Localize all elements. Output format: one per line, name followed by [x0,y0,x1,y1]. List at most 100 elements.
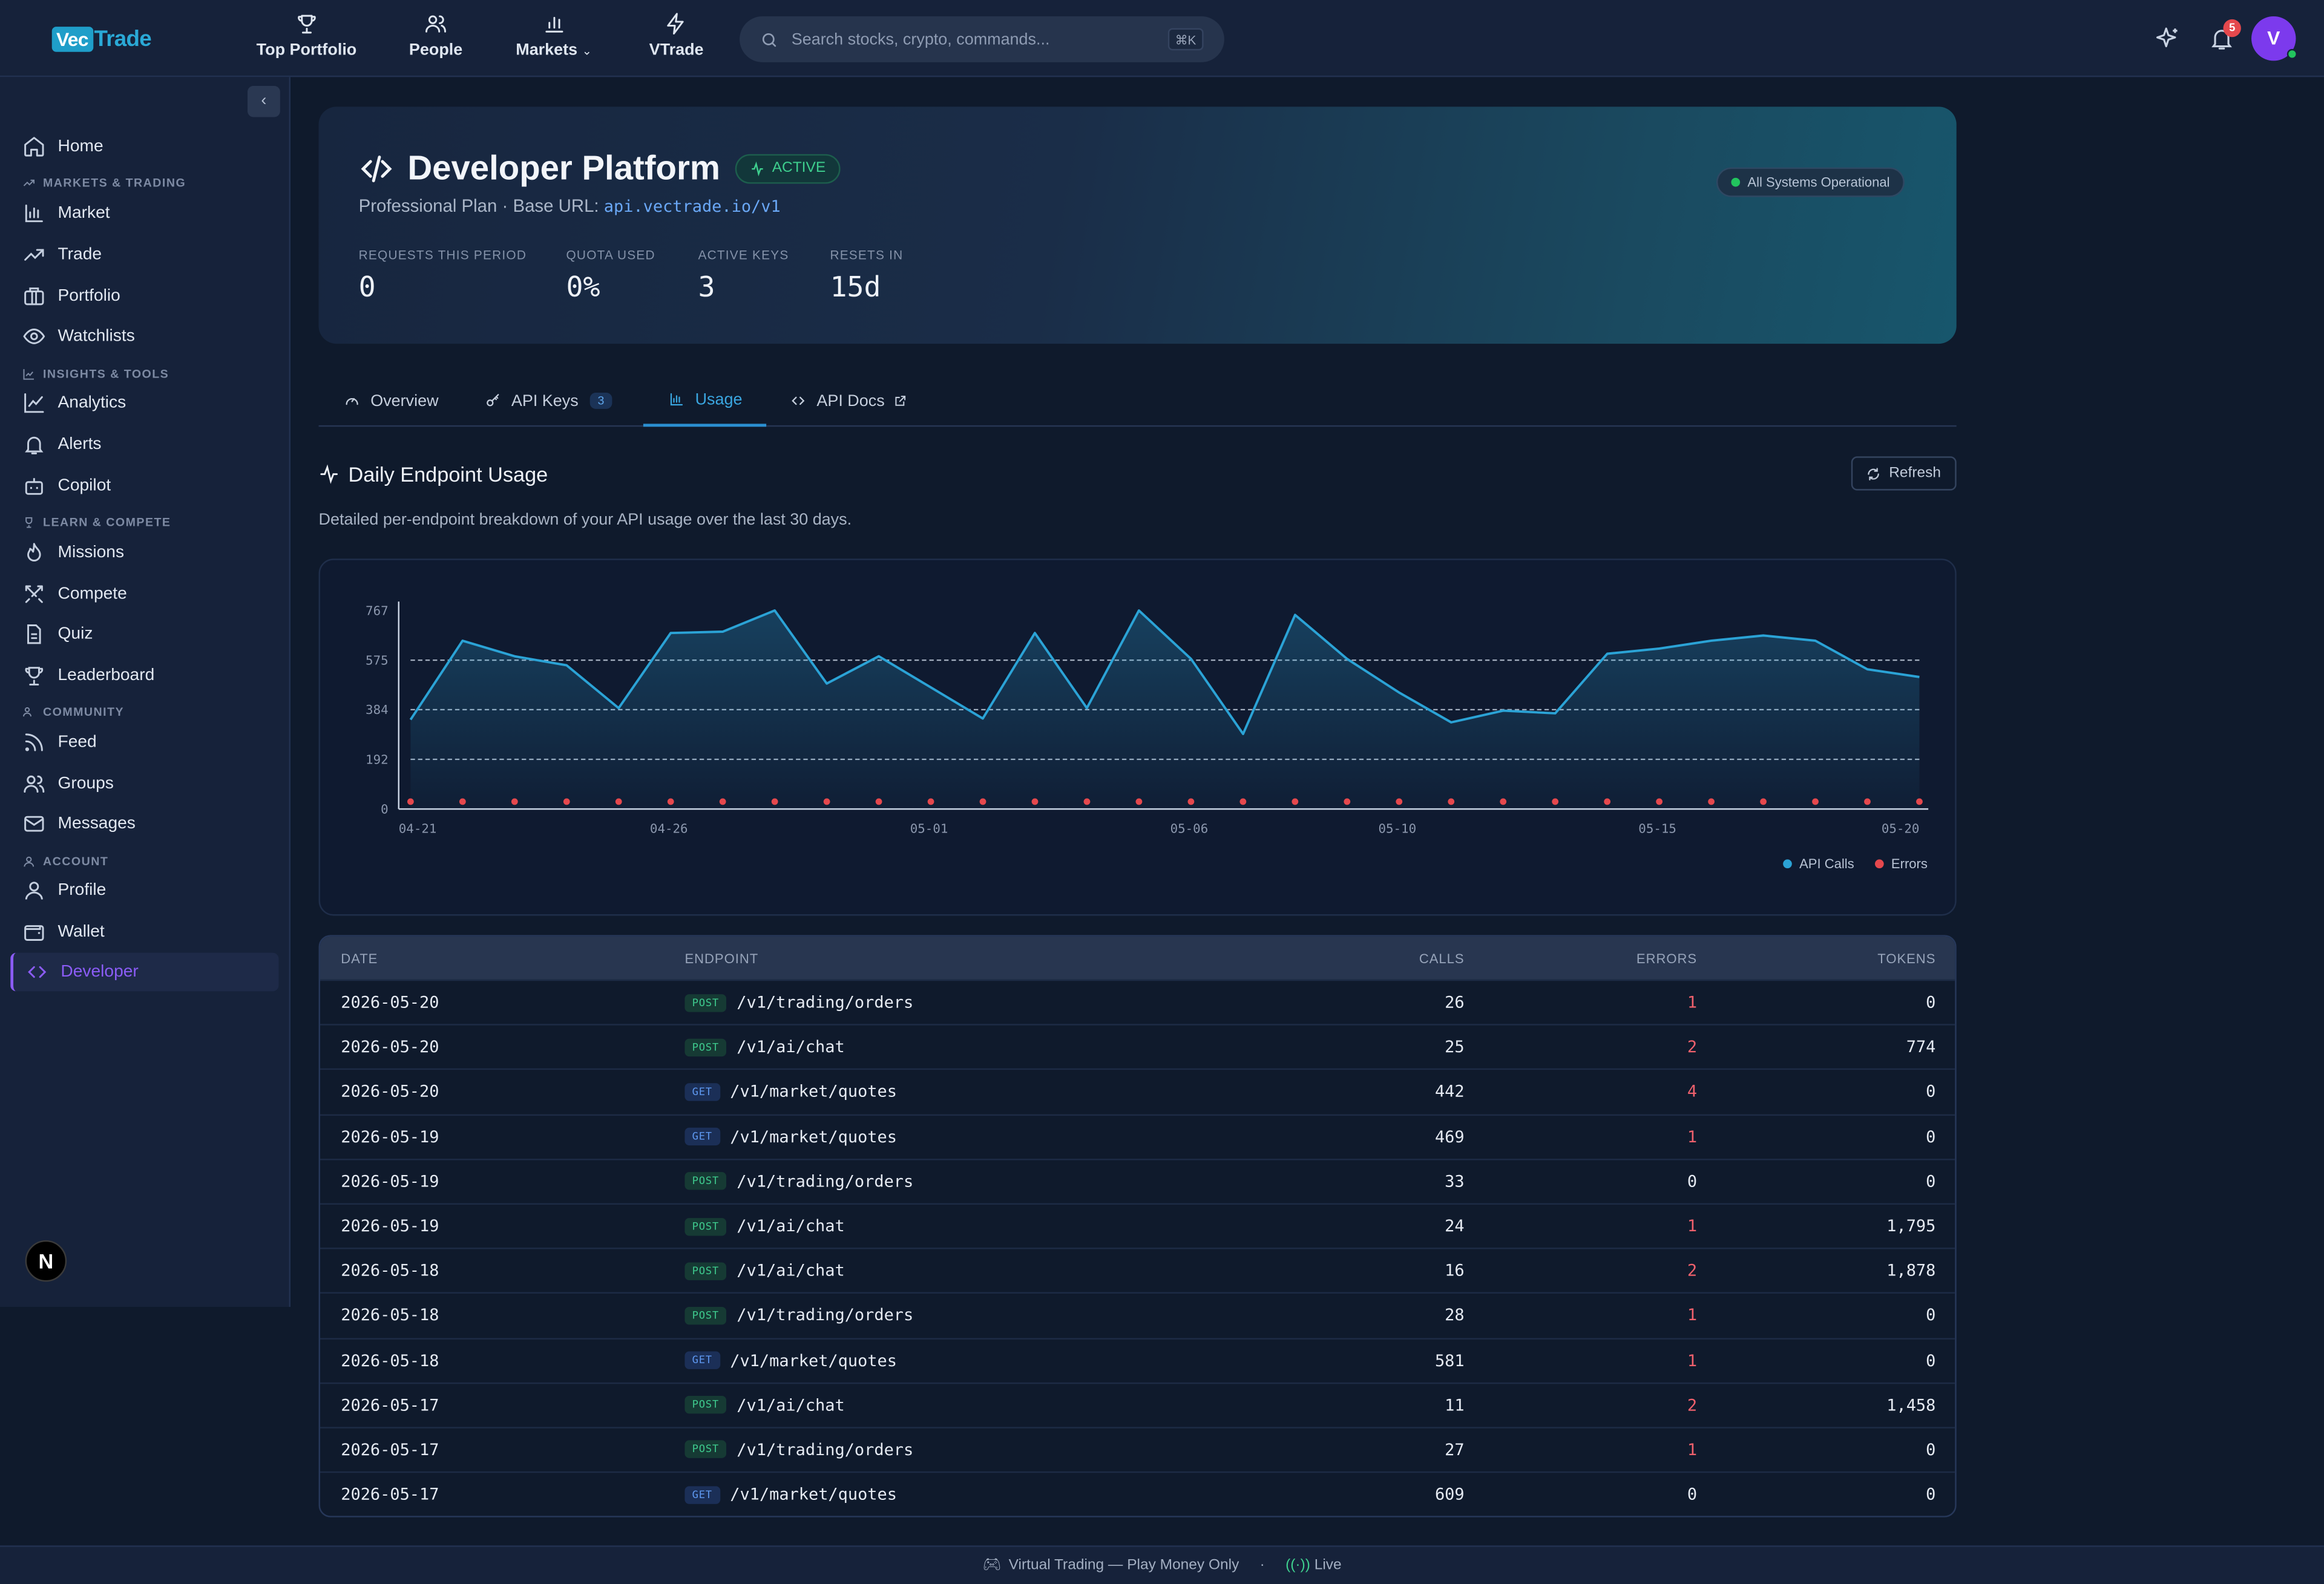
sidebar-item-portfolio[interactable]: Portfolio [10,277,278,316]
cell-endpoint: GET/v1/market/quotes [684,1339,897,1382]
sparkles-icon[interactable] [2155,25,2182,52]
topnav-people[interactable]: People [409,12,462,59]
cell-date: 2026-05-18 [341,1350,439,1370]
topnav-markets[interactable]: Markets ⌄ [516,12,592,59]
sidebar-item-analytics[interactable]: Analytics [10,384,278,422]
avatar-initial: V [2267,27,2280,49]
cell-endpoint: GET/v1/market/quotes [684,1115,897,1158]
sidebar-item-quiz[interactable]: Quiz [10,615,278,653]
base-url[interactable]: api.vectrade.io/v1 [603,197,781,217]
endpoint-path: /v1/market/quotes [730,1350,897,1370]
table-row[interactable]: 2026-05-18 GET/v1/market/quotes 581 1 0 [320,1337,1955,1382]
table-row[interactable]: 2026-05-20 GET/v1/market/quotes 442 4 0 [320,1069,1955,1114]
tab-api-docs[interactable]: API Docs [790,375,907,427]
swords-icon [25,585,43,603]
endpoint-path: /v1/trading/orders [737,993,914,1012]
table-row[interactable]: 2026-05-19 POST/v1/ai/chat 24 1 1,795 [320,1203,1955,1248]
table-row[interactable]: 2026-05-19 POST/v1/trading/orders 33 0 0 [320,1158,1955,1203]
section-label: COMMUNITY [43,705,125,719]
error-point [771,798,778,805]
sidebar-item-label: Copilot [57,477,111,495]
sidebar-item-wallet[interactable]: Wallet [10,913,278,952]
sidebar-item-groups[interactable]: Groups [10,765,278,803]
section-insights-tools: INSIGHTS & TOOLS [22,367,169,381]
refresh-icon [1868,467,1880,480]
cell-tokens: 0 [1926,1171,1936,1191]
footer-bar: 🎮︎ Virtual Trading — Play Money Only · (… [0,1545,2324,1584]
briefcase-icon [24,287,44,306]
sidebar-item-trade[interactable]: Trade [10,235,278,274]
lightning-icon [668,13,684,34]
table-row[interactable]: 2026-05-17 GET/v1/market/quotes 609 0 0 [320,1471,1955,1516]
error-point [407,798,414,805]
sidebar-item-missions[interactable]: Missions [10,534,278,572]
legend-label-errors: Errors [1891,856,1928,871]
logo[interactable]: Vec Trade [51,22,152,55]
table-row[interactable]: 2026-05-18 POST/v1/trading/orders 28 1 0 [320,1292,1955,1337]
endpoint-path: /v1/trading/orders [737,1440,914,1460]
table-row[interactable]: 2026-05-20 POST/v1/trading/orders 26 1 0 [320,979,1955,1024]
sidebar-item-leaderboard[interactable]: Leaderboard [10,656,278,695]
sidebar-item-developer[interactable]: Developer [10,952,279,992]
code-icon [792,396,805,405]
table-row[interactable]: 2026-05-19 GET/v1/market/quotes 469 1 0 [320,1113,1955,1159]
error-point [927,798,934,805]
cell-date: 2026-05-18 [341,1306,439,1326]
search-input[interactable]: Search stocks, crypto, commands... ⌘K [740,16,1224,62]
error-point [1812,798,1819,805]
topnav-top-portfolio[interactable]: Top Portfolio [257,12,356,59]
sidebar-item-messages[interactable]: Messages [10,805,278,843]
y-tick-label: 575 [366,653,389,667]
plan-subtitle: Professional Plan · Base URL: api.vectra… [359,195,781,216]
sidebar-item-copilot[interactable]: Copilot [10,466,278,505]
sidebar-item-home[interactable]: Home [10,128,278,166]
footer-separator: · [1259,1557,1265,1574]
x-tick-label: 05-06 [1170,821,1209,836]
error-point [563,798,570,805]
endpoint-path: /v1/trading/orders [737,1306,914,1326]
system-status-badge: All Systems Operational [1716,167,1905,197]
sidebar-item-compete[interactable]: Compete [10,575,278,614]
table-row[interactable]: 2026-05-18 POST/v1/ai/chat 16 2 1,878 [320,1248,1955,1292]
cell-errors: 1 [1687,1440,1698,1460]
tab-usage[interactable]: Usage [643,375,767,427]
cell-calls: 26 [1445,993,1465,1012]
mail-icon [24,816,44,832]
cell-date: 2026-05-17 [341,1440,439,1460]
stat-resets: RESETS IN 15d [830,247,903,304]
users-icon [24,775,45,793]
notification-count-badge: 5 [2223,19,2241,38]
error-point [615,798,622,805]
collapse-sidebar-button[interactable]: ‹ [247,86,280,117]
tab-label: Usage [695,390,743,408]
sidebar-item-watchlists[interactable]: Watchlists [10,317,278,356]
sidebar-item-alerts[interactable]: Alerts [10,425,278,464]
table-row[interactable]: 2026-05-17 POST/v1/ai/chat 11 2 1,458 [320,1382,1955,1427]
sidebar-item-label: Watchlists [57,327,135,345]
cell-tokens: 774 [1906,1037,1936,1057]
online-status-dot [2286,48,2297,59]
tab-overview[interactable]: Overview [344,375,439,427]
topnav-vtrade[interactable]: VTrade [649,12,704,59]
error-point [1344,798,1351,805]
logo-trade: Trade [94,25,152,51]
status-badge: ACTIVE [735,153,841,183]
refresh-button[interactable]: Refresh [1851,456,1957,491]
dev-tools-badge[interactable]: N [25,1240,67,1282]
table-row[interactable]: 2026-05-17 POST/v1/trading/orders 27 1 0 [320,1427,1955,1471]
trending-up-icon [24,249,44,261]
table-row[interactable]: 2026-05-20 POST/v1/ai/chat 25 2 774 [320,1024,1955,1069]
avatar[interactable]: V [2251,16,2297,61]
cell-endpoint: GET/v1/market/quotes [684,1070,897,1113]
cell-endpoint: POST/v1/ai/chat [684,1384,845,1427]
sidebar-item-label: Analytics [57,394,126,412]
tab-api-keys[interactable]: API Keys 3 [485,375,612,427]
error-point [1604,798,1611,805]
sidebar-item-profile[interactable]: Profile [10,871,278,910]
cell-tokens: 1,458 [1886,1395,1936,1415]
cell-endpoint: POST/v1/ai/chat [684,1205,845,1248]
user-icon [25,882,43,900]
sidebar-item-feed[interactable]: Feed [10,723,278,762]
sidebar-item-market[interactable]: Market [10,194,278,233]
